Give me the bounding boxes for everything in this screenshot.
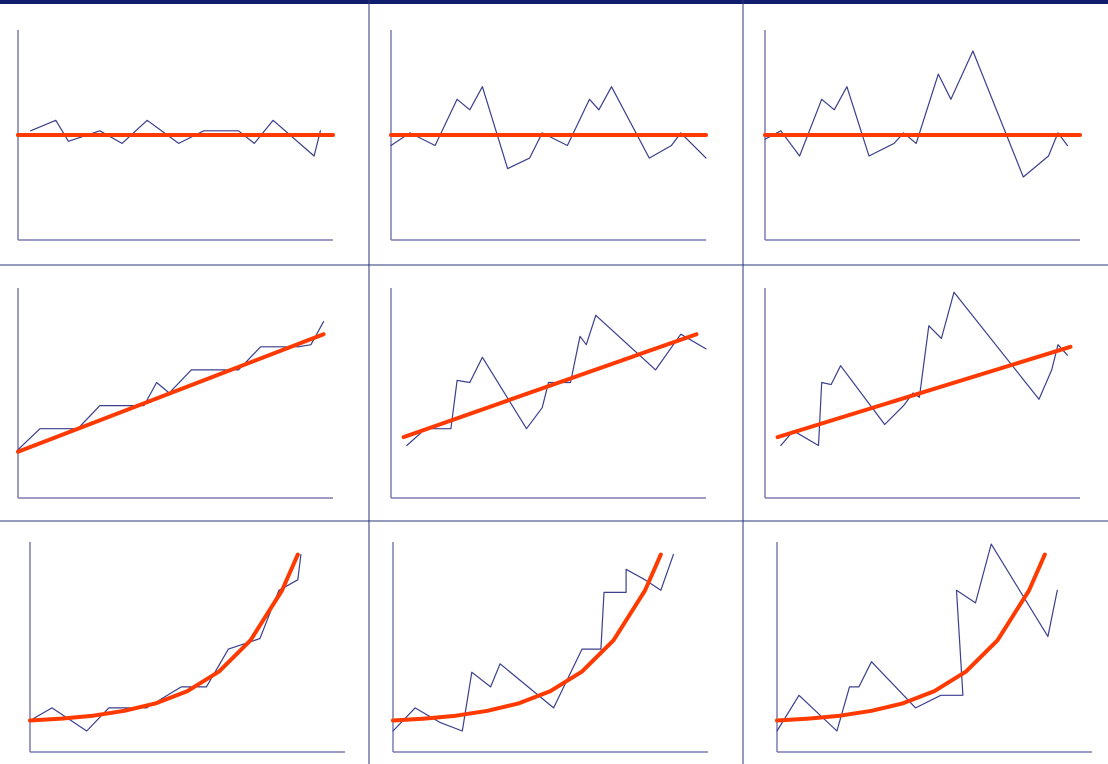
trend-line [391,552,663,723]
top-border [0,0,1108,4]
data-line [30,119,321,157]
data-line [390,86,707,170]
trend-line [775,552,1047,723]
trend-line [775,344,1073,440]
data-line [780,291,1068,447]
data-line [776,543,1058,732]
trend-line [28,552,300,723]
trend-line [401,332,699,440]
data-line [764,50,1068,178]
trend-line [16,332,326,454]
data-line [406,314,707,447]
